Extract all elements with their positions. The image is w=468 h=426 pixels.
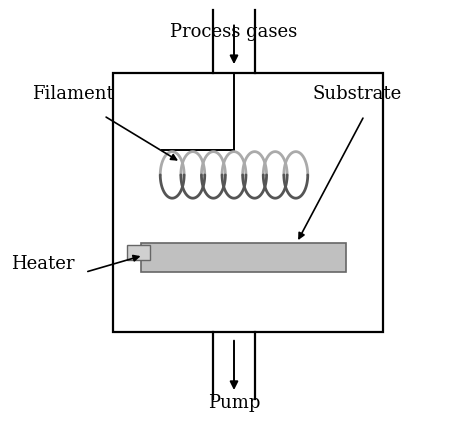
Text: Pump: Pump [208, 394, 260, 412]
Text: Filament: Filament [32, 86, 113, 104]
Bar [141, 243, 346, 272]
Text: Heater: Heater [11, 255, 74, 273]
Text: Process gases: Process gases [170, 23, 298, 40]
Text: Substrate: Substrate [312, 86, 402, 104]
Bar [127, 245, 150, 259]
Bar [113, 73, 383, 331]
